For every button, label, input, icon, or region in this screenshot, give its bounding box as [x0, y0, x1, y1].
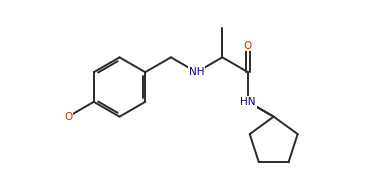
Text: O: O: [244, 41, 252, 51]
Text: NH: NH: [189, 67, 204, 77]
Text: O: O: [64, 112, 72, 122]
Text: HN: HN: [240, 97, 256, 107]
